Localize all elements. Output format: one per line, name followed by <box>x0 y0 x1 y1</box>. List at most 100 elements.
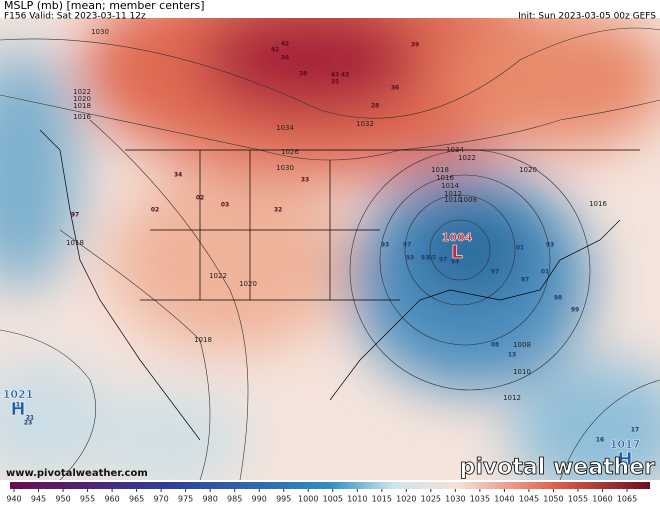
member-value: 02 <box>151 207 159 214</box>
colorbar-label: 965 <box>129 495 144 504</box>
isobar-label: 1008 <box>459 196 477 204</box>
title: MSLP (mb) [mean; member centers] <box>4 0 205 12</box>
colorbar-label: 1005 <box>323 495 343 504</box>
member-value: 97 <box>439 257 447 264</box>
colorbar-label: 1040 <box>494 495 514 504</box>
isobar-label: 1018 <box>431 166 449 174</box>
isobar-label: 1034 <box>276 124 294 132</box>
colorbar-label: 1045 <box>519 495 539 504</box>
colorbar-label: 1065 <box>617 495 637 504</box>
isobar-label: 1020 <box>73 95 91 103</box>
colorbar-label: 1035 <box>470 495 490 504</box>
member-value: 97 <box>403 242 411 249</box>
isobar-label: 1016 <box>73 113 91 121</box>
colorbar-label: 1060 <box>592 495 612 504</box>
isobar-label: 1020 <box>239 280 257 288</box>
colorbar-label: 990 <box>252 495 267 504</box>
center-pressure: 1017 <box>610 438 641 451</box>
valid-time: F156 Valid: Sat 2023-03-11 12z <box>4 12 146 22</box>
member-value: 93 <box>406 255 414 262</box>
colorbar-label: 955 <box>80 495 95 504</box>
member-value: 33 <box>301 177 309 184</box>
init-time: Init: Sun 2023-03-05 00z GEFS <box>518 12 656 22</box>
isobar-label: 1018 <box>194 336 212 344</box>
member-value: 36 <box>281 55 289 62</box>
member-value: 38 <box>299 71 307 78</box>
member-value: 36 <box>391 85 399 92</box>
member-value: 98 <box>554 295 562 302</box>
colorbar-label: 970 <box>153 495 168 504</box>
isobar-label: 1012 <box>503 394 521 402</box>
isobar-label: 1030 <box>276 164 294 172</box>
member-value: 34 <box>174 172 182 179</box>
colorbar <box>10 482 650 489</box>
member-value: 94 <box>451 259 459 266</box>
isobar-label: 1014 <box>441 182 459 190</box>
member-value: 01 <box>516 245 524 252</box>
center-pressure: 1004 <box>442 231 473 244</box>
colorbar-label: 1025 <box>421 495 441 504</box>
isobar-label: 1016 <box>436 174 454 182</box>
member-value: 16 <box>596 437 604 444</box>
isobar-label: 1022 <box>209 272 227 280</box>
isobar-label: 1008 <box>513 341 531 349</box>
center-symbol: H <box>10 399 25 420</box>
colorbar-label: 1055 <box>568 495 588 504</box>
colorbar-label: 1020 <box>396 495 416 504</box>
member-value: 21 <box>26 415 34 422</box>
colorbar-label: 1015 <box>372 495 392 504</box>
colorbar-label: 995 <box>276 495 291 504</box>
member-value: 39 <box>411 42 419 49</box>
member-value: 93 <box>381 242 389 249</box>
member-value: 08 <box>491 342 499 349</box>
isobar-label: 1012 <box>444 190 462 198</box>
watermark: www.pivotalweather.com <box>6 468 148 479</box>
member-value: 99 <box>571 307 579 314</box>
member-value: 97 <box>491 269 499 276</box>
member-value: 02 <box>196 195 204 202</box>
member-value: 17 <box>631 427 639 434</box>
member-value: 32 <box>274 207 282 214</box>
member-value: 01 <box>541 269 549 276</box>
center-symbol: L <box>451 242 462 263</box>
colorbar-label: 940 <box>6 495 21 504</box>
center-symbol: H <box>617 449 632 470</box>
member-value: 13 <box>508 352 516 359</box>
colorbar-label: 1000 <box>298 495 318 504</box>
isobar-label: 1010 <box>444 196 462 204</box>
member-value: 93 <box>546 242 554 249</box>
colorbar-label: 980 <box>203 495 218 504</box>
isobar-label: 1018 <box>73 102 91 110</box>
member-value: 03 <box>221 202 229 209</box>
isobar-label: 1026 <box>281 148 299 156</box>
colorbar-label: 950 <box>55 495 70 504</box>
colorbar-label: 960 <box>104 495 119 504</box>
isobar-label: 1020 <box>519 166 537 174</box>
member-value: 35 <box>331 79 339 86</box>
colorbar-label: 1010 <box>347 495 367 504</box>
center-pressure: 1021 <box>3 388 34 401</box>
logo: pivotal weather <box>460 455 655 480</box>
isobar-label: 1034 <box>446 146 464 154</box>
member-value: 10 <box>16 402 24 409</box>
member-value: 43 <box>331 72 339 79</box>
member-value: 42 <box>281 41 289 48</box>
isobar-label: 1018 <box>66 239 84 247</box>
member-value: 43 <box>341 72 349 79</box>
member-value: 23 <box>24 420 32 427</box>
isobar-label: 1032 <box>356 120 374 128</box>
isobar-label: 1016 <box>589 200 607 208</box>
colorbar-label: 945 <box>31 495 46 504</box>
member-value: 95 <box>428 255 436 262</box>
member-value: 93 <box>421 255 429 262</box>
isobar-label: 1010 <box>513 368 531 376</box>
colorbar-label: 985 <box>227 495 242 504</box>
member-value: 42 <box>271 47 279 54</box>
colorbar-label: 1050 <box>543 495 563 504</box>
colorbar-ticks: 940 945 950 955 960 965 970 975 980 985 990 995 1000… <box>6 489 637 504</box>
